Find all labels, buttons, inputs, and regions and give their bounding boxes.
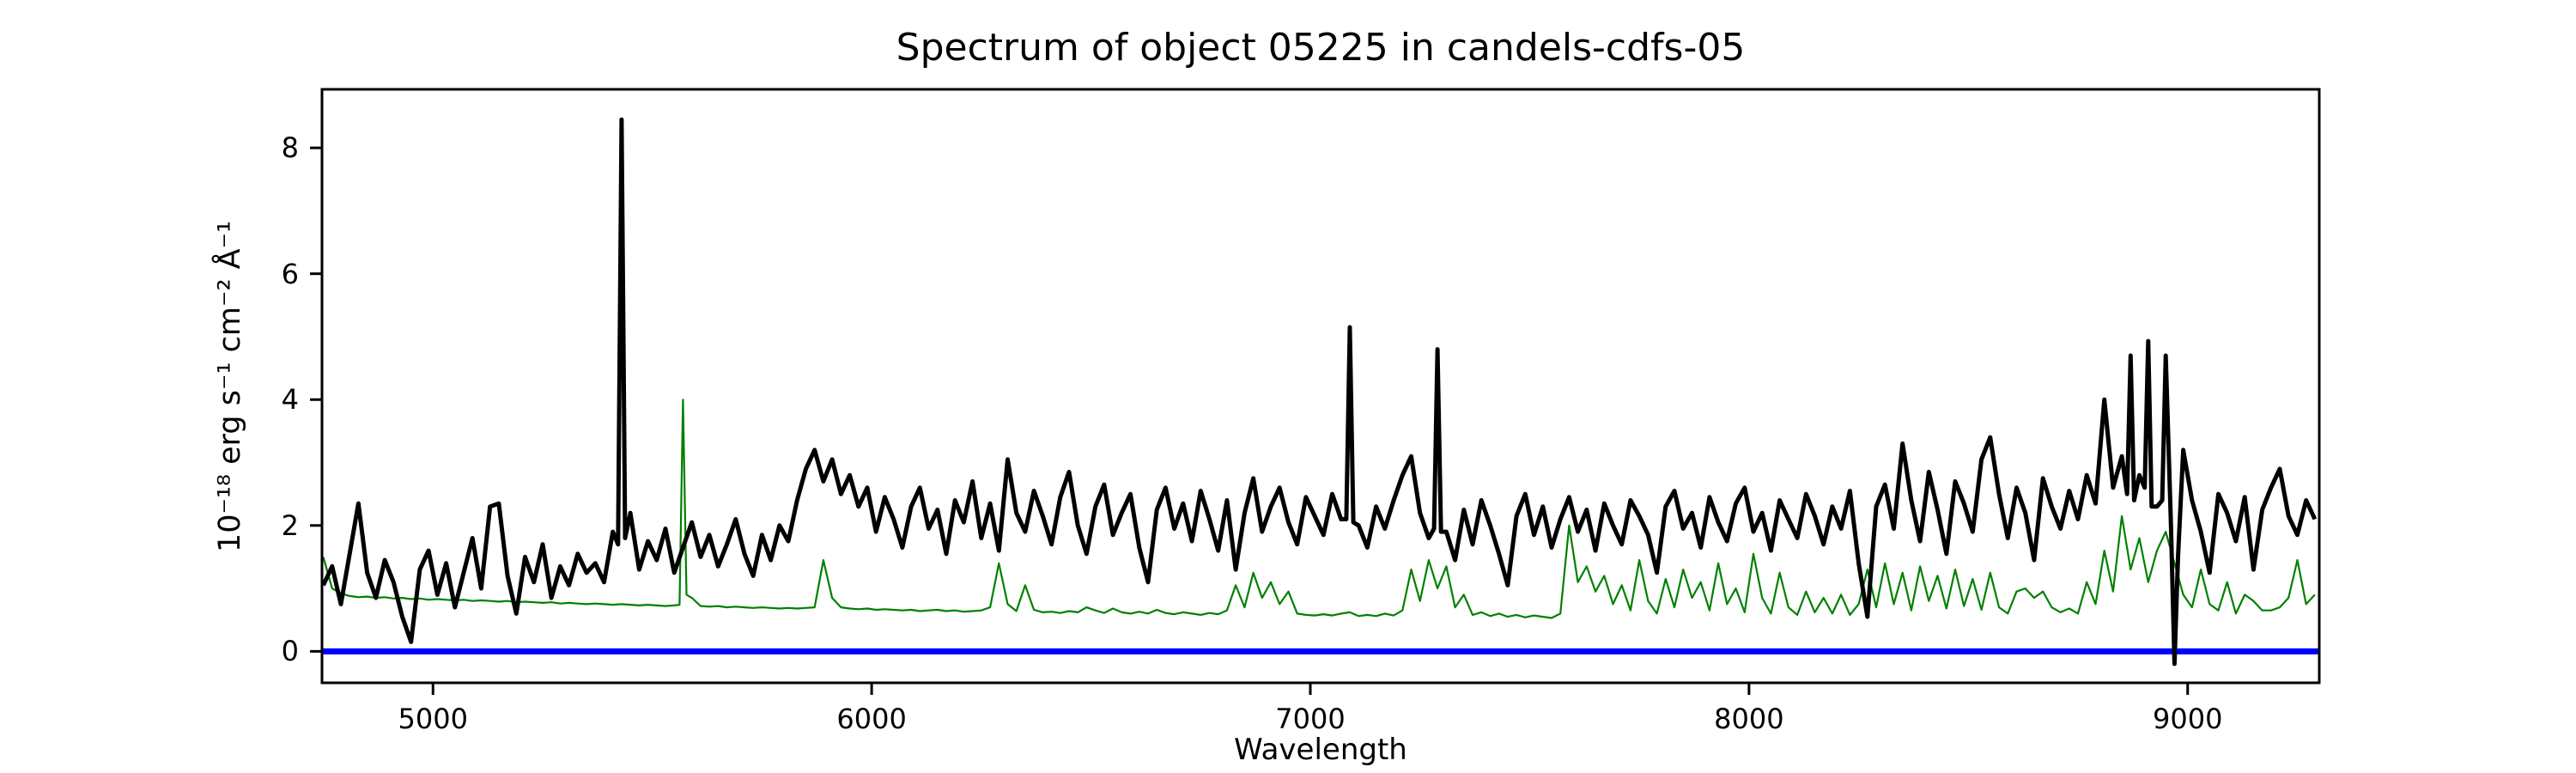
plot-border (320, 88, 2321, 685)
y-tick-label: 8 (281, 131, 299, 165)
x-tick-label: 6000 (836, 703, 907, 735)
y-tick-label: 2 (281, 508, 299, 542)
x-axis-label: Wavelength (1234, 733, 1407, 767)
noise-line (322, 399, 2316, 619)
x-tick-label: 9000 (2153, 703, 2223, 735)
chart-title: Spectrum of object 05225 in candels-cdfs… (896, 26, 1746, 70)
x-tick-label: 5000 (398, 703, 468, 735)
x-tick-label: 8000 (1714, 703, 1784, 735)
flux-line (321, 117, 2318, 666)
y-tick-label: 4 (281, 383, 299, 417)
y-tick-label: 0 (281, 635, 299, 668)
x-tick-label: 7000 (1275, 703, 1346, 735)
y-tick-label: 6 (281, 257, 299, 290)
